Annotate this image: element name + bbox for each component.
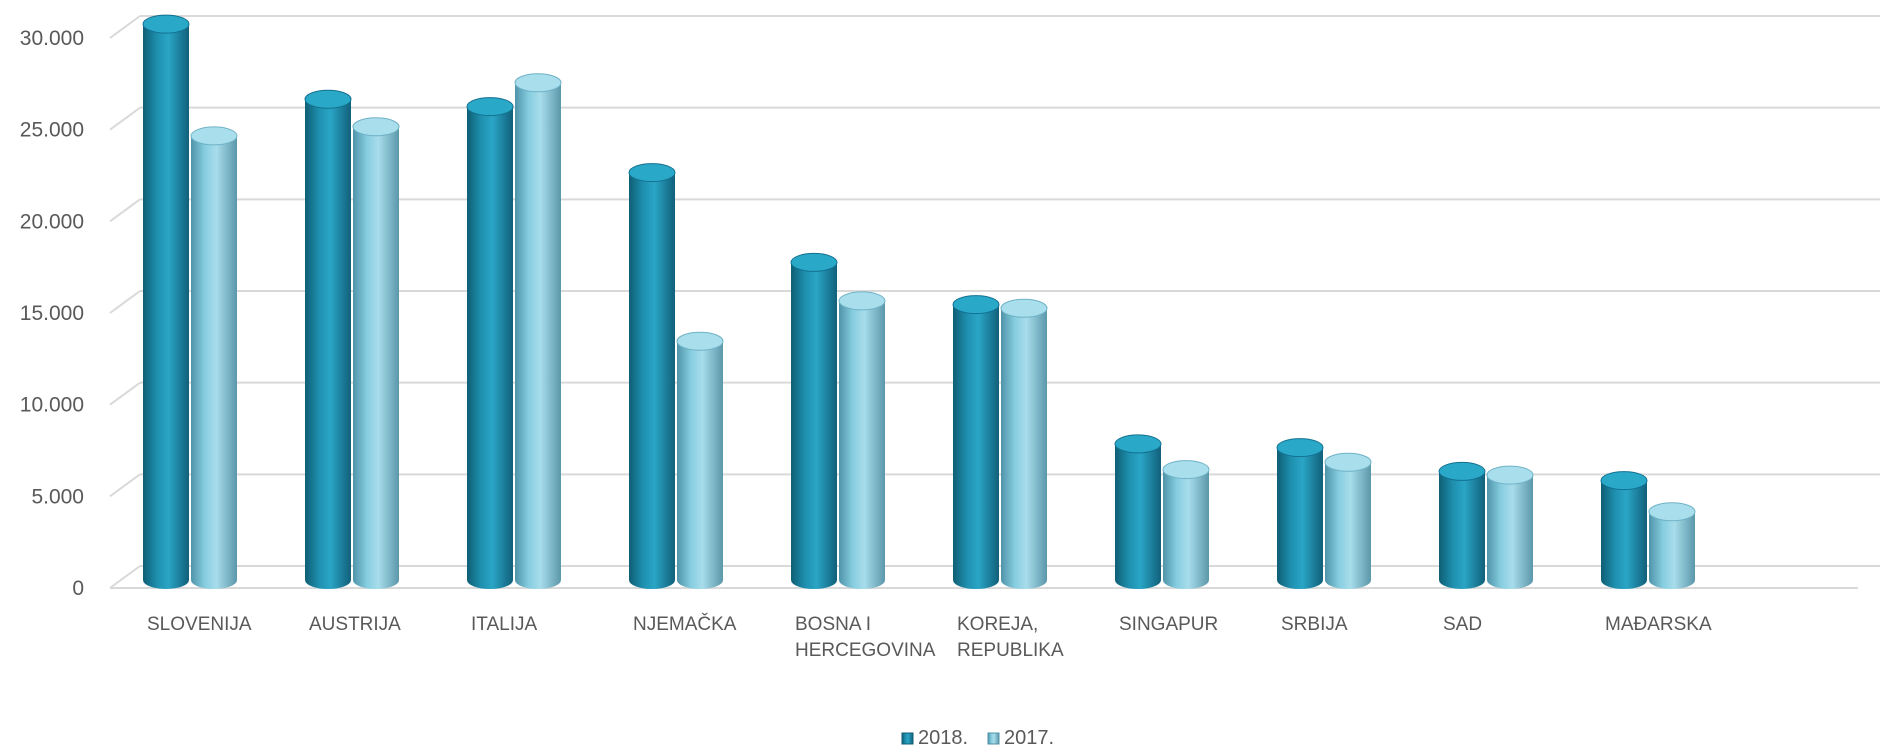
bar-series-1 bbox=[952, 295, 1000, 589]
bar-top bbox=[514, 73, 562, 93]
bar-top bbox=[304, 89, 352, 109]
bar-top bbox=[790, 252, 838, 272]
gridline-side bbox=[109, 198, 141, 223]
bar-body bbox=[305, 99, 351, 589]
bar-body bbox=[1649, 511, 1695, 589]
bar-series-1 bbox=[466, 97, 514, 590]
category-label: BOSNA I bbox=[795, 614, 871, 635]
bar-top bbox=[1600, 471, 1648, 491]
y-axis-ticks: 0 5.000 10.000 15.000 20.000 25.000 30.000 bbox=[20, 27, 84, 600]
bar-top bbox=[676, 331, 724, 351]
bar-top bbox=[628, 163, 676, 183]
legend-swatch bbox=[901, 732, 914, 745]
bar-body bbox=[353, 126, 399, 589]
category-label: NJEMAČKA bbox=[633, 613, 737, 635]
bar-series-2 bbox=[1486, 465, 1534, 589]
bar-body bbox=[1439, 471, 1485, 589]
bar-top bbox=[1438, 461, 1486, 481]
bar-top bbox=[1648, 502, 1696, 522]
bars bbox=[142, 14, 1696, 590]
bar-body bbox=[1115, 443, 1161, 589]
bar-series-2 bbox=[1648, 502, 1696, 589]
bar-top bbox=[838, 291, 886, 311]
bar-series-2 bbox=[1324, 452, 1372, 589]
bar-top bbox=[142, 14, 190, 34]
bar-series-1 bbox=[1114, 434, 1162, 589]
bar-top bbox=[1324, 452, 1372, 472]
bar-series-2 bbox=[676, 331, 724, 589]
legend-label: 2018. bbox=[918, 727, 968, 749]
gridline-side bbox=[109, 473, 141, 498]
category-label: REPUBLIKA bbox=[957, 640, 1064, 661]
bar-body bbox=[1163, 469, 1209, 589]
category-label: SRBIJA bbox=[1281, 614, 1348, 635]
gridline-side bbox=[109, 15, 141, 39]
gridline-side bbox=[109, 106, 141, 131]
bar-top bbox=[1276, 438, 1324, 458]
bar-series-1 bbox=[1438, 461, 1486, 589]
bar-body bbox=[629, 172, 675, 590]
legend-swatch bbox=[987, 732, 1000, 745]
bar-top bbox=[1114, 434, 1162, 454]
gridline-side bbox=[109, 381, 141, 406]
legend-item: 2017. bbox=[987, 727, 1054, 749]
bar-body bbox=[515, 82, 561, 589]
bar-series-1 bbox=[142, 14, 190, 589]
category-label: KOREJA, bbox=[957, 614, 1038, 635]
bar-body bbox=[839, 300, 885, 589]
bar-series-2 bbox=[838, 291, 886, 589]
gridline-side bbox=[109, 565, 141, 589]
y-tick-label: 30.000 bbox=[20, 27, 84, 50]
y-tick-label: 5.000 bbox=[31, 485, 84, 508]
bar-body bbox=[467, 106, 513, 590]
bar-body bbox=[1487, 475, 1533, 589]
bar-series-1 bbox=[790, 252, 838, 589]
y-tick-label: 10.000 bbox=[20, 394, 84, 417]
category-label: SAD bbox=[1443, 614, 1482, 635]
bar-body bbox=[791, 262, 837, 589]
bar-series-2 bbox=[1000, 298, 1048, 589]
bar-series-2 bbox=[514, 73, 562, 589]
category-label: SLOVENIJA bbox=[147, 614, 252, 635]
y-tick-label: 0 bbox=[72, 577, 84, 600]
bar-series-2 bbox=[1162, 460, 1210, 589]
bar-series-1 bbox=[1276, 438, 1324, 589]
category-labels: SLOVENIJA AUSTRIJA ITALIJA NJEMAČKA BOSNA I H… bbox=[147, 613, 1712, 661]
legend-item: 2018. bbox=[901, 727, 968, 749]
legend: 2018. 2017. bbox=[901, 727, 1054, 749]
bar-top bbox=[952, 295, 1000, 315]
bar-body bbox=[1601, 480, 1647, 589]
bar-top bbox=[1486, 465, 1534, 485]
category-label: HERCEGOVINA bbox=[795, 640, 936, 661]
y-tick-label: 20.000 bbox=[20, 210, 84, 233]
bar-series-1 bbox=[628, 163, 676, 590]
bar-body bbox=[677, 341, 723, 589]
y-tick-label: 25.000 bbox=[20, 119, 84, 142]
bar-top bbox=[352, 117, 400, 137]
bar-series-2 bbox=[190, 126, 238, 589]
bar-body bbox=[191, 135, 237, 589]
bar-body bbox=[143, 24, 189, 589]
bar-body bbox=[953, 304, 999, 589]
legend-label: 2017. bbox=[1004, 727, 1054, 749]
bar-top bbox=[1000, 298, 1048, 318]
category-label: AUSTRIJA bbox=[309, 614, 401, 635]
bar-top bbox=[1162, 460, 1210, 480]
category-label: ITALIJA bbox=[471, 614, 537, 635]
bar-series-1 bbox=[1600, 471, 1648, 589]
gridline-side bbox=[109, 290, 141, 314]
bar-series-2 bbox=[352, 117, 400, 589]
bar-series-1 bbox=[304, 89, 352, 589]
category-label: SINGAPUR bbox=[1119, 614, 1218, 635]
bar-top bbox=[466, 97, 514, 117]
bar-body bbox=[1325, 462, 1371, 589]
bar-body bbox=[1277, 447, 1323, 589]
bar-body bbox=[1001, 308, 1047, 589]
bar-top bbox=[190, 126, 238, 146]
category-label: MAĐARSKA bbox=[1605, 614, 1712, 635]
y-tick-label: 15.000 bbox=[20, 302, 84, 325]
